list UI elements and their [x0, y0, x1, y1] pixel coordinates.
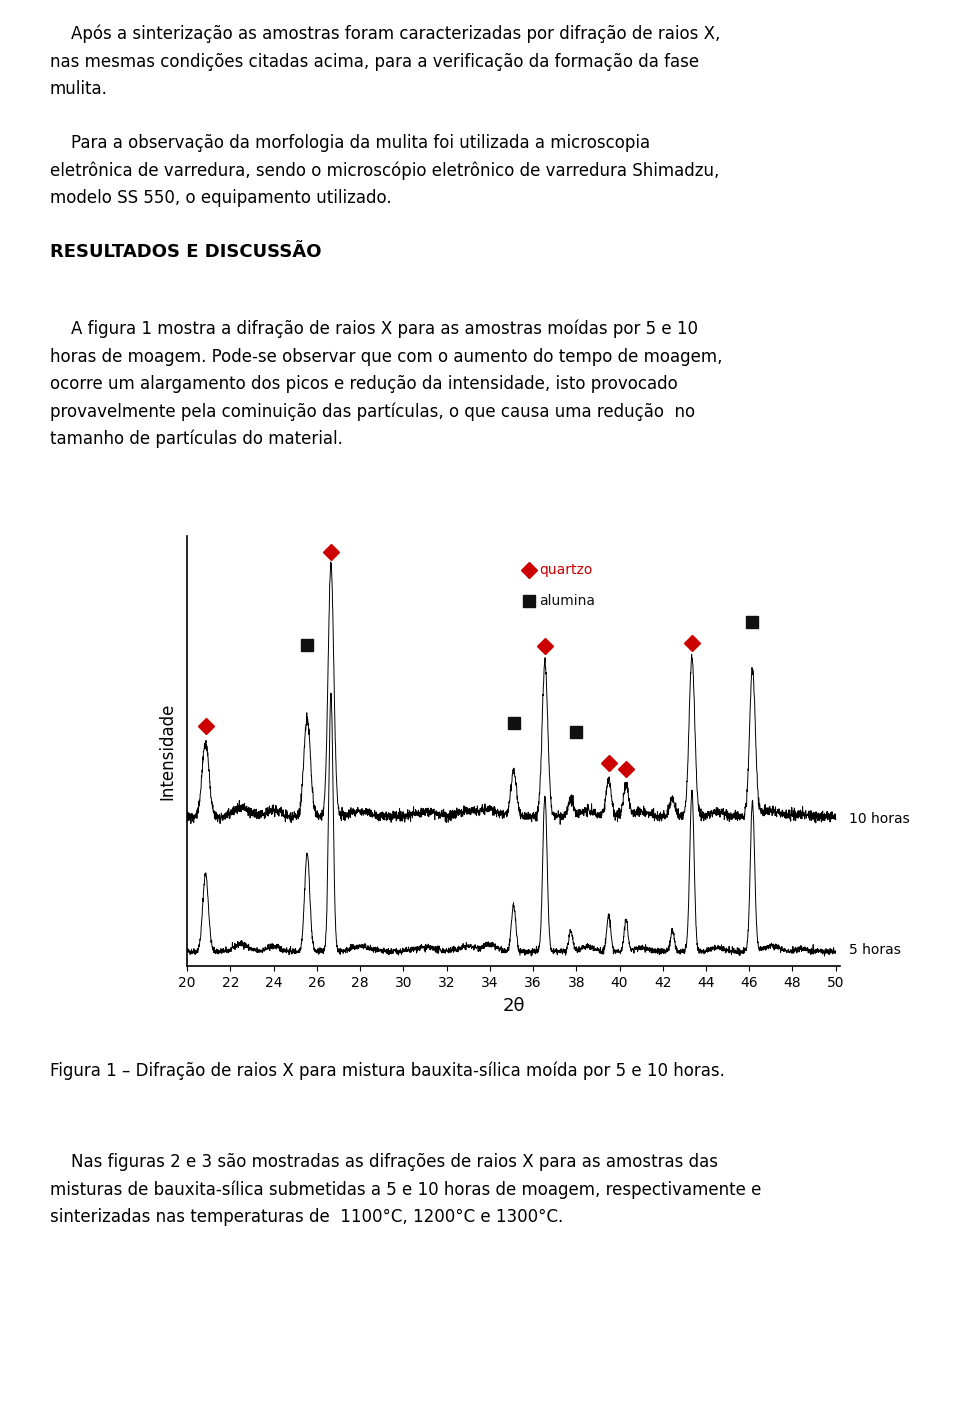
Text: RESULTADOS E DISCUSSÃO: RESULTADOS E DISCUSSÃO — [50, 243, 322, 261]
Text: nas mesmas condições citadas acima, para a verificação da formação da fase: nas mesmas condições citadas acima, para… — [50, 54, 699, 70]
Text: provavelmente pela cominuição das partículas, o que causa uma redução  no: provavelmente pela cominuição das partíc… — [50, 402, 695, 420]
Text: horas de moagem. Pode-se observar que com o aumento do tempo de moagem,: horas de moagem. Pode-se observar que co… — [50, 348, 723, 365]
Text: tamanho de partículas do material.: tamanho de partículas do material. — [50, 430, 343, 448]
Text: alumina: alumina — [540, 595, 595, 608]
Y-axis label: Intensidade: Intensidade — [158, 702, 176, 799]
Text: 5 horas: 5 horas — [849, 943, 900, 957]
Text: Nas figuras 2 e 3 são mostradas as difrações de raios X para as amostras das: Nas figuras 2 e 3 são mostradas as difra… — [50, 1153, 718, 1172]
Text: modelo SS 550, o equipamento utilizado.: modelo SS 550, o equipamento utilizado. — [50, 189, 392, 207]
X-axis label: 2θ: 2θ — [502, 997, 525, 1015]
Text: Para a observação da morfologia da mulita foi utilizada a microscopia: Para a observação da morfologia da mulit… — [50, 134, 650, 152]
Text: mulita.: mulita. — [50, 80, 108, 99]
Text: sinterizadas nas temperaturas de  1100°C, 1200°C e 1300°C.: sinterizadas nas temperaturas de 1100°C,… — [50, 1208, 564, 1227]
Text: eletrônica de varredura, sendo o microscópio eletrônico de varredura Shimadzu,: eletrônica de varredura, sendo o microsc… — [50, 161, 719, 179]
Text: quartzo: quartzo — [540, 563, 593, 577]
Text: A figura 1 mostra a difração de raios X para as amostras moídas por 5 e 10: A figura 1 mostra a difração de raios X … — [50, 320, 698, 338]
Text: Figura 1 – Difração de raios X para mistura bauxita-sílica moída por 5 e 10 hora: Figura 1 – Difração de raios X para mist… — [50, 1062, 725, 1080]
Text: 10 horas: 10 horas — [849, 812, 909, 826]
Text: ocorre um alargamento dos picos e redução da intensidade, isto provocado: ocorre um alargamento dos picos e reduçã… — [50, 375, 678, 393]
Text: Após a sinterização as amostras foram caracterizadas por difração de raios X,: Após a sinterização as amostras foram ca… — [50, 25, 720, 44]
Text: misturas de bauxita-sílica submetidas a 5 e 10 horas de moagem, respectivamente : misturas de bauxita-sílica submetidas a … — [50, 1180, 761, 1198]
